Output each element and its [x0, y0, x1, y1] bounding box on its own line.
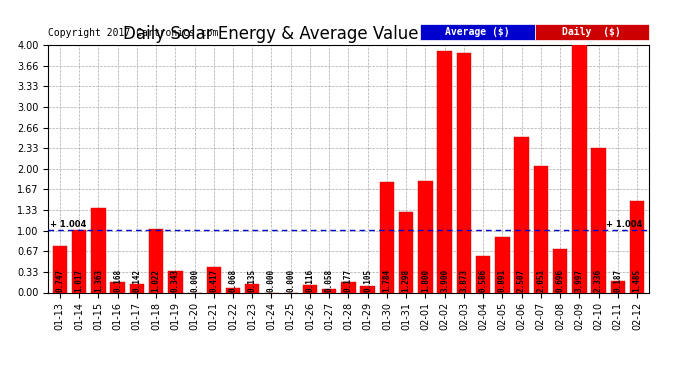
Bar	[533, 166, 548, 292]
Text: 0.168: 0.168	[113, 269, 122, 292]
Bar	[591, 148, 606, 292]
Bar	[360, 286, 375, 292]
Text: 0.696: 0.696	[555, 269, 564, 292]
Text: 0.586: 0.586	[479, 269, 488, 292]
Text: 0.177: 0.177	[344, 269, 353, 292]
Bar	[399, 212, 413, 292]
Bar	[206, 267, 221, 292]
Bar	[380, 182, 394, 292]
Text: 0.135: 0.135	[248, 269, 257, 292]
Text: 0.105: 0.105	[363, 269, 372, 292]
Bar	[342, 282, 355, 292]
Bar	[245, 284, 259, 292]
Text: Daily  ($): Daily ($)	[562, 27, 621, 37]
Bar	[495, 237, 510, 292]
Text: 0.142: 0.142	[132, 269, 141, 292]
Bar	[630, 201, 644, 292]
Text: 2.336: 2.336	[594, 269, 603, 292]
Text: 0.116: 0.116	[306, 269, 315, 292]
Bar	[168, 271, 182, 292]
Text: 1.298: 1.298	[402, 269, 411, 292]
Text: 1.784: 1.784	[382, 269, 391, 292]
Bar	[437, 51, 452, 292]
Text: + 1.004: + 1.004	[607, 220, 643, 229]
Bar	[72, 230, 86, 292]
Bar	[303, 285, 317, 292]
Bar	[91, 208, 106, 292]
Title: Daily Solar Energy & Average Value Mon Feb 13 17:20: Daily Solar Energy & Average Value Mon F…	[124, 26, 573, 44]
Text: 1.022: 1.022	[152, 269, 161, 292]
Text: 0.417: 0.417	[209, 269, 218, 292]
Text: 1.017: 1.017	[75, 269, 83, 292]
Bar	[110, 282, 125, 292]
Bar	[130, 284, 144, 292]
Bar	[226, 288, 240, 292]
FancyBboxPatch shape	[535, 24, 649, 40]
Text: + 1.004: + 1.004	[50, 220, 87, 229]
Text: 0.000: 0.000	[286, 269, 295, 292]
Bar	[457, 53, 471, 292]
Text: 0.187: 0.187	[613, 269, 622, 292]
Text: 2.507: 2.507	[517, 269, 526, 292]
Text: 3.900: 3.900	[440, 269, 449, 292]
Text: 0.747: 0.747	[55, 269, 64, 292]
Text: Average ($): Average ($)	[445, 27, 510, 37]
Text: 1.800: 1.800	[421, 269, 430, 292]
Text: 3.873: 3.873	[460, 269, 469, 292]
Bar	[611, 281, 625, 292]
Text: 1.363: 1.363	[94, 269, 103, 292]
Bar	[572, 45, 586, 292]
Text: 0.000: 0.000	[267, 269, 276, 292]
Bar	[515, 137, 529, 292]
FancyBboxPatch shape	[420, 24, 535, 40]
Text: 0.068: 0.068	[228, 269, 237, 292]
Bar	[476, 256, 491, 292]
Text: 0.058: 0.058	[325, 269, 334, 292]
Text: 3.997: 3.997	[575, 269, 584, 292]
Text: 2.051: 2.051	[536, 269, 545, 292]
Bar	[553, 249, 567, 292]
Text: Copyright 2017 Cartronics.com: Copyright 2017 Cartronics.com	[48, 28, 219, 38]
Bar	[322, 289, 337, 292]
Text: 0.343: 0.343	[171, 269, 180, 292]
Bar	[52, 246, 67, 292]
Text: 0.891: 0.891	[498, 269, 507, 292]
Text: 1.485: 1.485	[633, 269, 642, 292]
Text: 0.000: 0.000	[190, 269, 199, 292]
Bar	[149, 229, 164, 292]
Bar	[418, 181, 433, 292]
